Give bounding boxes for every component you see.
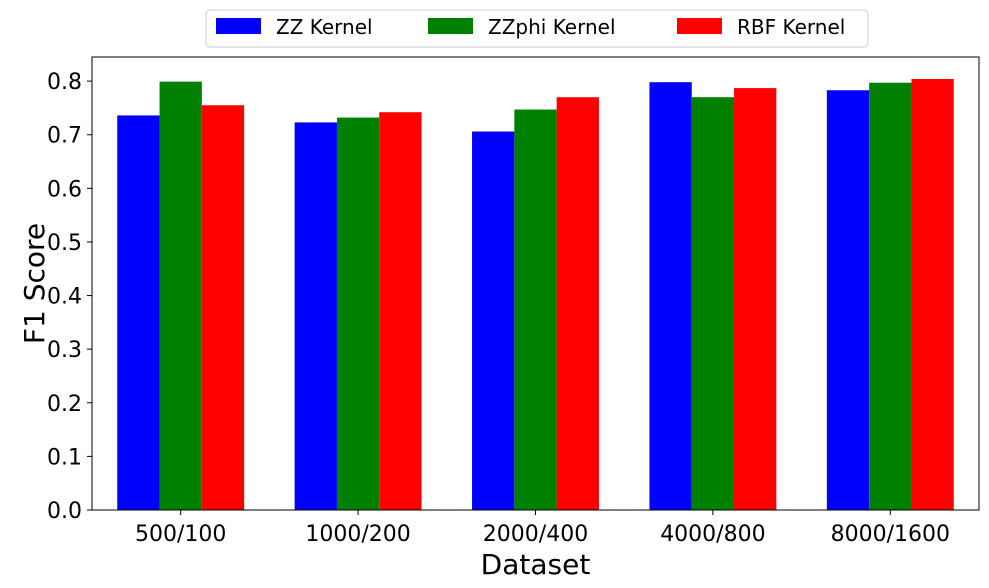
y-tick-label: 0.4 [47, 285, 82, 310]
legend-label-rbf-kernel: RBF Kernel [737, 15, 845, 39]
bar-zzphi-kernel-500-100 [159, 81, 202, 511]
y-tick-label: 0.7 [47, 124, 82, 149]
legend-swatch-zz-kernel [216, 18, 261, 34]
bar-zz-kernel-2000-400 [472, 131, 515, 511]
x-tick-label: 1000/200 [305, 522, 410, 547]
legend-label-zz-kernel: ZZ Kernel [276, 15, 373, 39]
bar-rbf-kernel-1000-200 [379, 112, 422, 511]
y-tick-label: 0.0 [47, 499, 82, 524]
y-tick-label: 0.1 [47, 445, 82, 470]
x-tick-label: 8000/1600 [831, 522, 950, 547]
bar-zzphi-kernel-2000-400 [514, 109, 557, 510]
bar-zzphi-kernel-8000-1600 [869, 82, 912, 510]
bar-rbf-kernel-500-100 [201, 105, 245, 510]
y-axis-label: F1 Score [18, 223, 51, 344]
x-axis-label: Dataset [481, 548, 591, 581]
y-tick-label: 0.5 [47, 231, 82, 256]
bar-zz-kernel-4000-800 [649, 82, 692, 511]
bar-zz-kernel-1000-200 [294, 122, 337, 510]
y-tick-label: 0.6 [47, 177, 82, 202]
bar-zz-kernel-500-100 [117, 115, 160, 510]
legend-swatch-rbf-kernel [677, 18, 722, 34]
y-tick-label: 0.3 [47, 338, 82, 363]
bars [117, 78, 954, 511]
legend-swatch-zzphi-kernel [428, 18, 473, 34]
x-tick-label: 2000/400 [483, 522, 588, 547]
legend: ZZ Kernel ZZphi Kernel RBF Kernel [205, 9, 869, 48]
bar-zzphi-kernel-4000-800 [691, 97, 735, 511]
bar-rbf-kernel-2000-400 [556, 97, 599, 511]
bar-rbf-kernel-8000-1600 [911, 78, 954, 510]
y-tick-label: 0.8 [47, 70, 82, 95]
x-axis: 500/100 1000/200 2000/400 4000/800 8000/1600 [135, 510, 950, 547]
legend-label-zzphi-kernel: ZZphi Kernel [488, 15, 616, 39]
bar-rbf-kernel-4000-800 [734, 88, 777, 510]
y-tick-label: 0.2 [47, 392, 82, 417]
x-tick-label: 4000/800 [660, 522, 765, 547]
y-axis: 0.0 0.1 0.2 0.3 0.4 0.5 0.6 0.7 0.8 [47, 70, 92, 524]
x-tick-label: 500/100 [135, 522, 226, 547]
bar-zz-kernel-8000-1600 [826, 90, 870, 511]
bar-zzphi-kernel-1000-200 [336, 117, 380, 510]
